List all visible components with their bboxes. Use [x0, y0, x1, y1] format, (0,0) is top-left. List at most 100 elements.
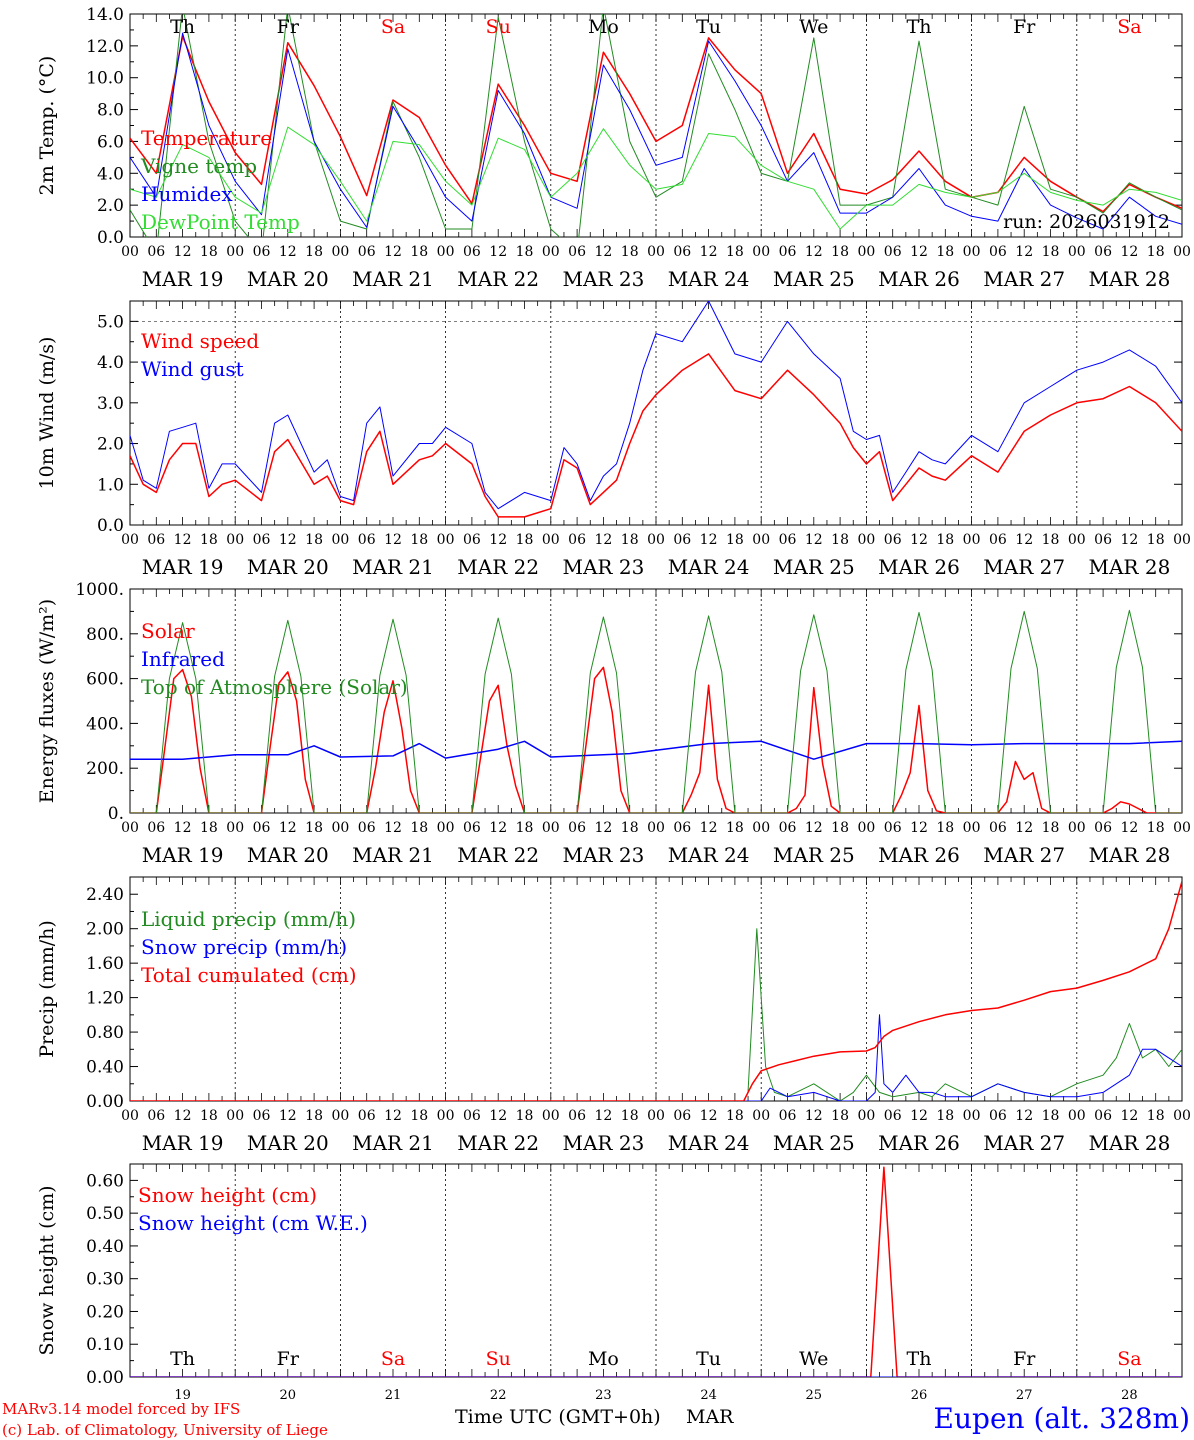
hour-tick-label: 12: [1015, 532, 1033, 548]
hour-tick-label: 18: [936, 532, 954, 548]
legend-entry: Snow height (cm W.E.): [138, 1211, 368, 1235]
date-label: MAR 26: [878, 1131, 960, 1155]
hour-tick-label: 06: [568, 532, 586, 548]
hour-tick-label: 06: [253, 532, 271, 548]
series-line-humidex: [130, 32, 1182, 230]
legend-entry: Infrared: [141, 647, 225, 671]
hour-tick-label: 06: [779, 820, 797, 836]
y-tick-label: 600.: [86, 670, 124, 690]
hour-tick-label: 18: [936, 1108, 954, 1124]
hour-tick-label: 00: [752, 1108, 770, 1124]
series-line-wind-speed: [130, 353, 1182, 518]
hour-tick-label: 18: [936, 244, 954, 260]
weekday-label: Fr: [1013, 1348, 1036, 1370]
hour-tick-label: 18: [1147, 820, 1165, 836]
hour-tick-label: 06: [568, 820, 586, 836]
hour-tick-label: 12: [174, 532, 192, 548]
legend-entry: Solar: [141, 619, 195, 643]
hour-tick-label: 06: [673, 244, 691, 260]
hour-tick-label: 06: [147, 244, 165, 260]
hour-tick-label: 12: [279, 1108, 297, 1124]
series-group: [130, 14, 1182, 237]
date-label: MAR 25: [773, 843, 855, 867]
hour-tick-label: 06: [253, 820, 271, 836]
hour-tick-label: 06: [463, 1108, 481, 1124]
weekday-label: Sa: [1117, 16, 1141, 38]
hour-tick-label: 18: [621, 820, 639, 836]
weekday-label: Th: [170, 16, 195, 38]
date-label: MAR 26: [878, 843, 960, 867]
hour-tick-label: 06: [463, 244, 481, 260]
hour-tick-label: 00: [1173, 1108, 1191, 1124]
series-line-snow-precip-mm-h-: [130, 1014, 1182, 1101]
hour-tick-label: 00: [226, 532, 244, 548]
hour-tick-label: 00: [226, 244, 244, 260]
hour-tick-label: 12: [700, 1108, 718, 1124]
hour-tick-label: 06: [147, 532, 165, 548]
date-label: MAR 27: [983, 555, 1065, 579]
hour-tick-label: 18: [831, 820, 849, 836]
hour-tick-label: 00: [226, 1108, 244, 1124]
date-label: MAR 19: [142, 555, 224, 579]
hour-tick-label: 18: [1042, 820, 1060, 836]
date-label: MAR 21: [352, 555, 434, 579]
weekday-label: Fr: [277, 1348, 300, 1370]
hour-tick-label: 06: [779, 244, 797, 260]
series-group: [130, 609, 1182, 813]
hour-tick-label: 00: [963, 1108, 981, 1124]
hour-tick-label: 06: [147, 820, 165, 836]
date-label: MAR 24: [668, 555, 750, 579]
series-line-solar: [130, 666, 1182, 813]
y-axis-label: 10m Wind (m/s): [36, 337, 58, 490]
hour-tick-label: 06: [989, 820, 1007, 836]
hour-tick-label: 06: [673, 1108, 691, 1124]
weekday-label: Mo: [588, 16, 619, 38]
date-label: MAR 20: [247, 267, 329, 291]
hour-tick-label: 00: [752, 532, 770, 548]
legend-entry: Temperature: [141, 126, 272, 150]
hour-tick-label: 12: [1015, 244, 1033, 260]
hour-tick-label: 18: [1042, 244, 1060, 260]
weekday-label: Th: [907, 16, 932, 38]
series-line-temperature: [130, 35, 1182, 213]
hour-tick-label: 12: [700, 532, 718, 548]
hour-tick-label: 12: [910, 820, 928, 836]
weekday-label: Su: [486, 1348, 511, 1370]
hour-tick-label: 06: [1094, 244, 1112, 260]
day-number-label: 27: [1016, 1388, 1033, 1403]
hour-tick-label: 12: [1015, 820, 1033, 836]
y-tick-label: 0.00: [86, 1368, 124, 1388]
hour-tick-label: 18: [305, 244, 323, 260]
y-tick-label: 8.0: [97, 101, 124, 121]
hour-tick-label: 18: [516, 532, 534, 548]
date-label: MAR 21: [352, 843, 434, 867]
hour-tick-label: 12: [1120, 532, 1138, 548]
hour-tick-label: 06: [1094, 1108, 1112, 1124]
hour-tick-label: 12: [489, 532, 507, 548]
series-line-vigne-temp: [130, 14, 1182, 237]
hour-tick-label: 12: [805, 820, 823, 836]
hour-tick-label: 00: [121, 244, 139, 260]
hour-tick-label: 00: [752, 244, 770, 260]
panel-precip: 0.00 0.40 0.80 1.20 1.60 2.00 2.40 Precip (mm/h…: [36, 876, 1191, 1155]
hour-tick-label: 12: [384, 244, 402, 260]
panel-wind: 0.0 1.0 2.0 3.0 4.0 5.0 10m Wind (m/s) Wind spe…: [36, 300, 1191, 579]
date-label: MAR 26: [878, 267, 960, 291]
hour-tick-label: 06: [1094, 532, 1112, 548]
hour-tick-label: 00: [437, 820, 455, 836]
day-number-label: 19: [174, 1388, 191, 1403]
legend-entry: Snow precip (mm/h): [141, 935, 347, 959]
hour-tick-label: 18: [516, 820, 534, 836]
hour-tick-label: 12: [594, 820, 612, 836]
hour-tick-label: 18: [831, 1108, 849, 1124]
date-label: MAR 25: [773, 1131, 855, 1155]
hour-tick-label: 12: [594, 244, 612, 260]
hour-tick-label: 06: [989, 532, 1007, 548]
hour-tick-label: 00: [331, 532, 349, 548]
hour-tick-label: 18: [621, 1108, 639, 1124]
legend-entry: Humidex: [141, 182, 233, 206]
hour-tick-label: 12: [910, 244, 928, 260]
date-label: MAR 23: [563, 1131, 645, 1155]
y-tick-label: 12.0: [86, 37, 124, 57]
